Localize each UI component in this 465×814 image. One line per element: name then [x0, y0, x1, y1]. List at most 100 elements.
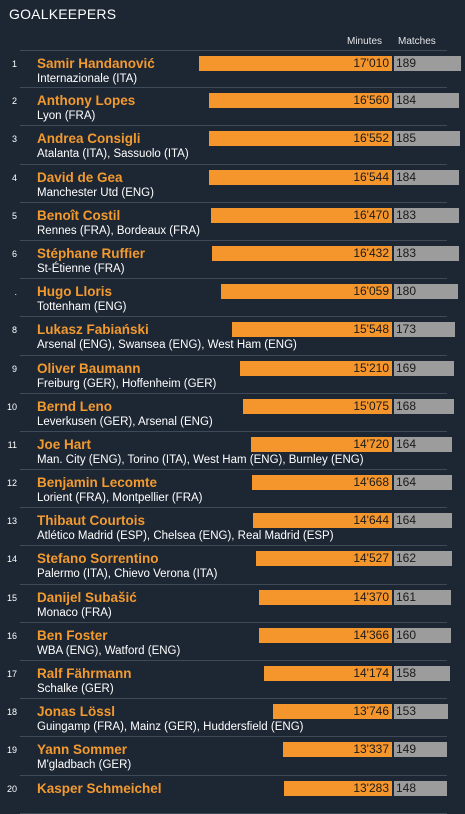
- minutes-bar: [256, 551, 392, 567]
- minutes-value-label: 14'668: [353, 475, 389, 490]
- matches-bar: [394, 780, 447, 796]
- minutes-bar: [221, 284, 392, 300]
- matches-bar: [394, 245, 459, 261]
- minutes-bar: [209, 131, 392, 147]
- player-name: Joe Hart: [37, 436, 92, 452]
- player-name: Stefano Sorrentino: [37, 551, 159, 567]
- minutes-bar: [240, 360, 392, 376]
- player-clubs: Schalke (GER): [37, 683, 114, 695]
- table-row: 20 Kasper Schmeichel 13'283 148: [7, 776, 447, 814]
- matches-bar: [394, 56, 461, 71]
- rank-label: 17: [6, 669, 17, 679]
- matches-column-header: Matches: [398, 36, 436, 47]
- player-clubs: Arsenal (ENG), Swansea (ENG), West Ham (…: [37, 339, 297, 352]
- minutes-value-label: 14'720: [353, 436, 389, 451]
- minutes-value-label: 16'470: [353, 207, 389, 222]
- player-clubs: M'gladbach (GER): [37, 759, 132, 772]
- player-name: Bernd Leno: [37, 398, 113, 414]
- minutes-bar: [199, 56, 392, 71]
- matches-bar: [394, 666, 450, 681]
- matches-value-label: 169: [396, 360, 417, 375]
- table-row: 17 Ralf Fährmann Schalke (GER) 14'174 158: [7, 661, 450, 700]
- matches-value-label: 164: [396, 513, 417, 528]
- player-name: Kasper Schmeichel: [37, 780, 162, 796]
- player-name: Yann Sommer: [37, 742, 128, 758]
- table-row: . Hugo Lloris Tottenham (ENG) 16'059 180: [14, 279, 458, 318]
- player-name: Oliver Baumann: [37, 360, 141, 376]
- matches-value-label: 153: [396, 704, 417, 719]
- rank-label: 20: [6, 783, 17, 794]
- table-row: 4 David de Gea Manchester Utd (ENG) 16'544 1…: [12, 165, 459, 203]
- minutes-value-label: 14'174: [353, 666, 389, 680]
- minutes-bar: [283, 742, 392, 758]
- matches-value-label: 164: [396, 475, 417, 490]
- rank-label: 5: [11, 210, 17, 221]
- matches-bar: [394, 589, 451, 605]
- matches-value-label: 183: [396, 245, 417, 260]
- table-row: 1 Samir Handanović Internazionale (ITA) 17'…: [12, 50, 461, 89]
- rank-label: 14: [6, 554, 17, 565]
- table-row: 9 Oliver Baumann Freiburg (GER), Hoffenhei…: [12, 356, 454, 394]
- minutes-value-label: 14'370: [353, 589, 389, 604]
- table-row: 18 Jonas Lössl Guingamp (FRA), Mainz (GER)…: [7, 699, 448, 738]
- minutes-bar: [273, 704, 392, 720]
- matches-bar: [394, 93, 459, 109]
- rank-label: 8: [11, 325, 17, 336]
- matches-value-label: 183: [396, 207, 417, 222]
- minutes-bar: [209, 93, 392, 109]
- player-clubs: Rennes (FRA), Bordeaux (FRA): [37, 224, 200, 237]
- table-row: 10 Bernd Leno Leverkusen (GER), Arsenal (E…: [7, 394, 454, 432]
- rank-label: 19: [6, 745, 17, 756]
- player-clubs: Palermo (ITA), Chievo Verona (ITA): [37, 568, 218, 581]
- minutes-value-label: 15'210: [353, 360, 389, 375]
- player-name: Danijel Subašić: [37, 589, 137, 605]
- page-title: GOALKEEPERS: [9, 6, 117, 22]
- minutes-bar: [251, 436, 392, 452]
- minutes-value-label: 13'746: [353, 704, 389, 719]
- matches-value-label: 184: [396, 169, 417, 184]
- player-clubs: Guingamp (FRA), Mainz (GER), Huddersfiel…: [37, 721, 304, 734]
- player-name: Ralf Fährmann: [37, 666, 132, 681]
- player-name: Benoît Costil: [37, 207, 121, 223]
- minutes-value-label: 16'059: [353, 284, 389, 299]
- minutes-bar: [284, 780, 392, 796]
- matches-bar: [394, 360, 454, 376]
- rank-label: .: [14, 287, 17, 298]
- minutes-value-label: 17'010: [353, 56, 389, 70]
- player-name: Ben Foster: [37, 627, 108, 643]
- table-row: 13 Thibaut Courtois Atlético Madrid (ESP),…: [7, 508, 452, 547]
- minutes-bar: [232, 322, 392, 338]
- matches-bar: [394, 322, 455, 338]
- player-name: Benjamin Lecomte: [37, 475, 158, 491]
- table-row: 16 Ben Foster WBA (ENG), Watford (ENG) 14'3…: [7, 623, 451, 661]
- matches-bar: [394, 513, 452, 529]
- minutes-bar: [209, 169, 392, 185]
- minutes-bar: [253, 513, 392, 529]
- minutes-value-label: 14'644: [353, 513, 389, 528]
- table-row: 12 Benjamin Lecomte Lorient (FRA), Montpel…: [7, 470, 452, 509]
- minutes-value-label: 14'527: [353, 551, 389, 566]
- matches-bar: [394, 436, 452, 452]
- matches-bar: [394, 169, 459, 185]
- rank-label: 13: [6, 516, 17, 527]
- minutes-value-label: 16'560: [353, 93, 389, 108]
- minutes-bar: [252, 475, 392, 491]
- minutes-value-label: 14'366: [353, 627, 389, 642]
- rank-label: 12: [6, 478, 17, 489]
- matches-value-label: 168: [396, 398, 417, 413]
- matches-bar: [394, 398, 454, 414]
- table-row: 8 Lukasz Fabiański Arsenal (ENG), Swansea …: [12, 317, 455, 356]
- minutes-bar: [212, 245, 392, 261]
- player-clubs: Leverkusen (GER), Arsenal (ENG): [37, 415, 213, 428]
- player-name: Lukasz Fabiański: [37, 322, 149, 338]
- player-name: Samir Handanović: [37, 56, 155, 71]
- minutes-value-label: 15'548: [353, 322, 389, 337]
- player-name: Thibaut Courtois: [37, 513, 145, 529]
- player-clubs: Manchester Utd (ENG): [37, 186, 154, 199]
- player-clubs: Tottenham (ENG): [37, 301, 127, 314]
- minutes-bar: [243, 398, 392, 414]
- matches-value-label: 185: [396, 131, 417, 146]
- matches-bar: [394, 551, 452, 567]
- matches-value-label: 158: [396, 666, 417, 680]
- table-row: 14 Stefano Sorrentino Palermo (ITA), Chiev…: [7, 546, 452, 585]
